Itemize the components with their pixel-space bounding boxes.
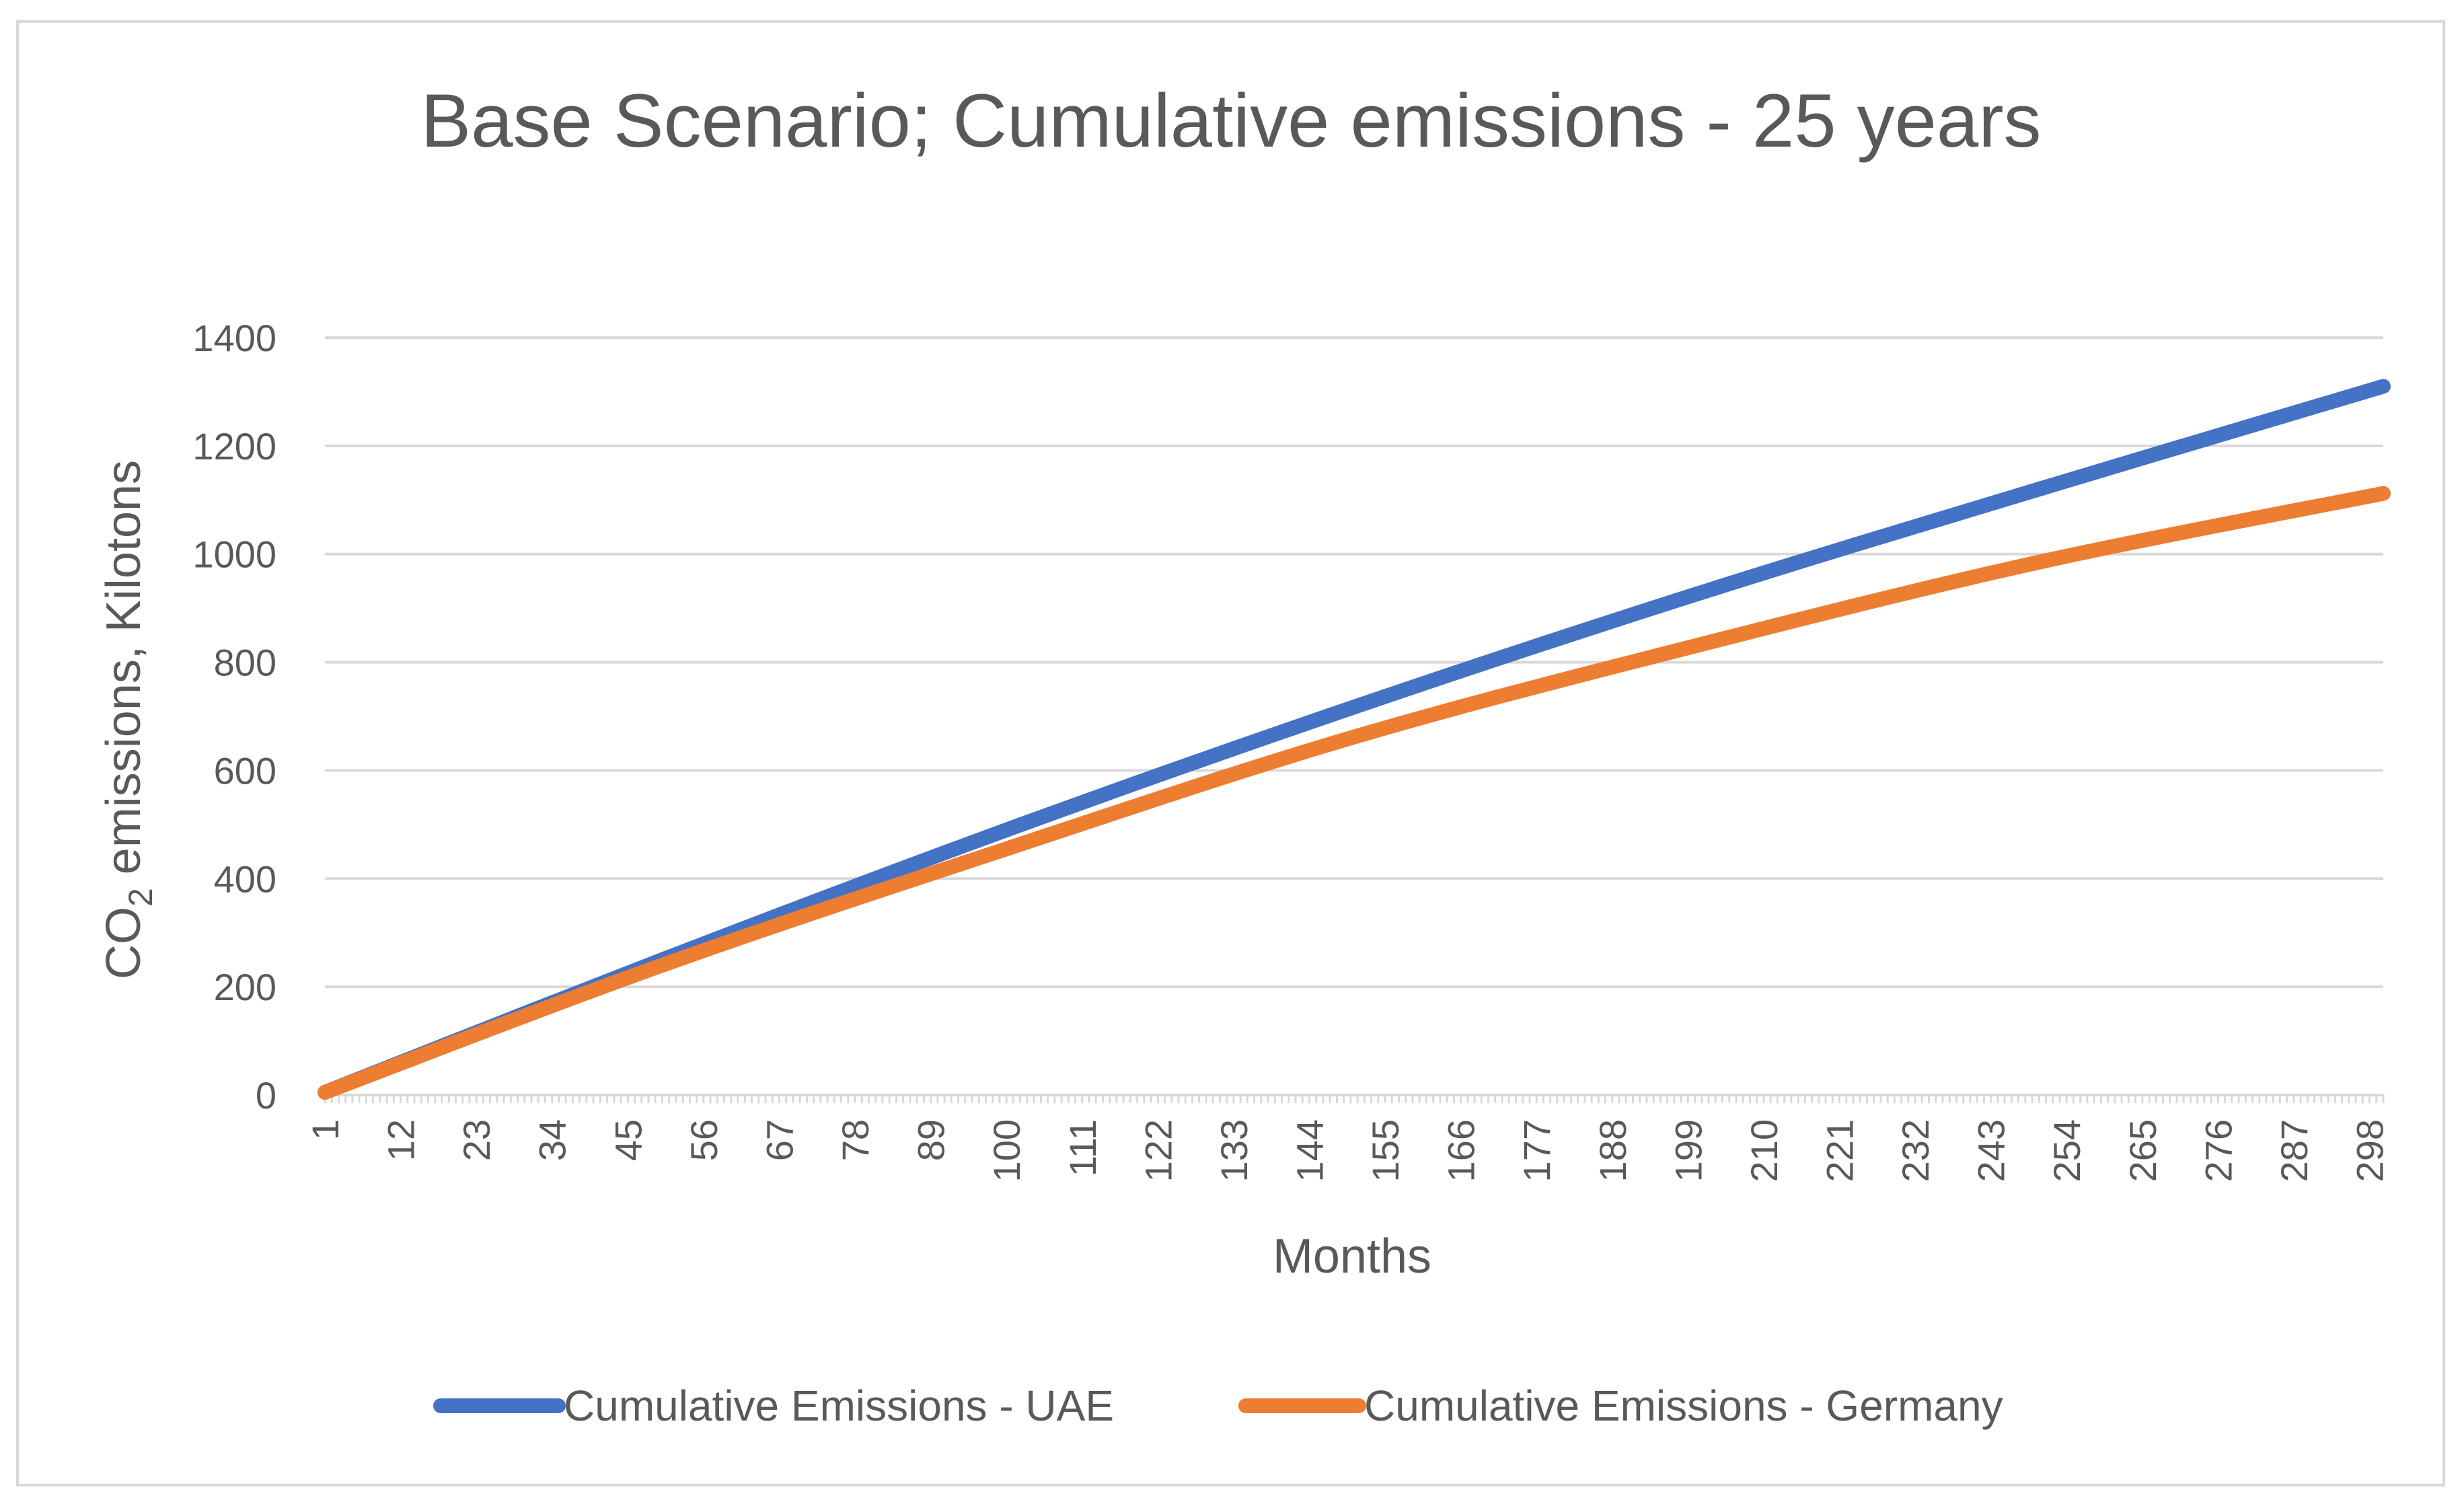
x-tick-label: 276 (2197, 1119, 2239, 1182)
x-tick-label: 23 (455, 1119, 498, 1161)
x-axis-ticks: 1 12 23 34 45 56 67 78 89 100 111 122 133 144 155 166 17… (304, 1119, 2391, 1182)
y-tick-label: 800 (214, 642, 276, 684)
series-lines (318, 379, 2391, 1100)
y-tick-label: 1000 (192, 533, 276, 576)
x-tick-label: 287 (2273, 1119, 2315, 1182)
y-tick-label: 400 (214, 858, 276, 900)
y-axis-label-main: CO (97, 907, 151, 979)
x-tick-label: 100 (985, 1119, 1028, 1182)
x-tick-label: 45 (607, 1119, 649, 1161)
x-tick-label: 1 (304, 1119, 346, 1140)
x-tick-label: 122 (1137, 1119, 1179, 1182)
gridlines (325, 336, 2383, 989)
legend-label-uae: Cumulative Emissions - UAE (564, 1382, 1114, 1430)
series-line-1 (318, 486, 2391, 1100)
y-tick-label: 200 (214, 966, 276, 1008)
y-tick-label: 600 (214, 749, 276, 792)
y-axis-label: CO2 emissions, Kilotons (97, 460, 159, 979)
x-tick-label: 67 (758, 1119, 800, 1161)
x-tick-label: 12 (380, 1119, 422, 1161)
x-tick-label: 210 (1743, 1119, 1785, 1182)
legend-label-germany: Cumulative Emissions - Germany (1364, 1382, 2003, 1430)
y-tick-label: 0 (256, 1074, 276, 1117)
x-tick-label: 254 (2046, 1119, 2088, 1182)
y-axis-label-subscript: 2 (122, 888, 159, 907)
x-tick-label: 188 (1592, 1119, 1634, 1182)
x-tick-label: 199 (1667, 1119, 1709, 1182)
y-tick-label: 1400 (192, 317, 276, 359)
x-tick-label: 56 (683, 1119, 725, 1161)
x-tick-label: 243 (1970, 1119, 2013, 1182)
x-axis (324, 1094, 2385, 1103)
legend: Cumulative Emissions - UAE Cumulative Em… (433, 1382, 2003, 1430)
x-tick-label: 155 (1364, 1119, 1407, 1182)
x-tick-label: 177 (1516, 1119, 1558, 1182)
chart-title: Base Scenario; Cumulative emissions - 25… (420, 79, 2041, 163)
x-tick-label: 232 (1894, 1119, 1937, 1182)
x-tick-label: 78 (834, 1119, 876, 1161)
x-tick-label: 298 (2349, 1119, 2391, 1182)
y-axis-ticks: 0 200 400 600 800 1000 1200 1400 (192, 317, 276, 1117)
x-tick-label: 133 (1213, 1119, 1255, 1182)
x-tick-label: 89 (910, 1119, 953, 1161)
y-tick-label: 1200 (192, 425, 276, 467)
x-tick-label: 34 (531, 1119, 574, 1161)
x-tick-label: 144 (1288, 1119, 1331, 1182)
x-tick-label: 221 (1819, 1119, 1861, 1182)
x-tick-label: 265 (2122, 1119, 2164, 1182)
x-tick-label: 111 (1061, 1119, 1104, 1176)
x-axis-label: Months (1273, 1230, 1431, 1283)
y-axis-label-rest: emissions, Kilotons (97, 460, 151, 888)
x-tick-label: 166 (1440, 1119, 1483, 1182)
